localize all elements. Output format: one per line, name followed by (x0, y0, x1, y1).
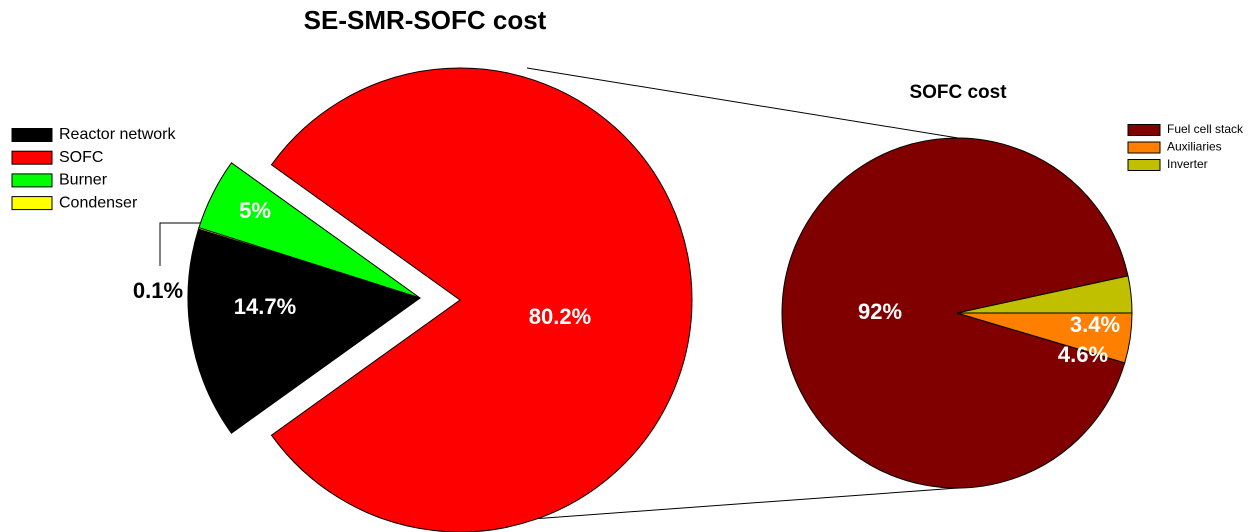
legend-swatch (1127, 159, 1161, 171)
legend-swatch (1127, 141, 1161, 154)
data-label: 14.7% (234, 294, 296, 319)
legend-swatch (11, 128, 53, 142)
data-label: 3.4% (1070, 312, 1120, 337)
legend-label: Burner (59, 172, 108, 189)
legend-label: Reactor network (59, 126, 176, 143)
data-label: 80.2% (529, 304, 591, 329)
data-label: 0.1% (133, 278, 183, 303)
legend-swatch (11, 150, 53, 165)
data-label: 4.6% (1058, 342, 1108, 367)
legend-label: SOFC (59, 149, 103, 166)
chart-title: SOFC cost (909, 82, 1007, 103)
legend-label: Condenser (59, 194, 138, 211)
pie-slice (270, 67, 693, 532)
connector-line (489, 487, 959, 523)
pie-slice (956, 275, 1133, 314)
data-label: 92% (858, 299, 902, 324)
pie-slice (197, 227, 421, 299)
chart-title: SE-SMR-SOFC cost (304, 5, 547, 35)
leader-line (159, 222, 212, 266)
data-label: 5% (239, 198, 271, 223)
connector-line (526, 67, 959, 139)
legend-label: Fuel cell stack (1167, 122, 1244, 136)
legend-swatch (11, 196, 53, 211)
legend-label: Inverter (1167, 157, 1208, 171)
legend-swatch (11, 173, 53, 188)
pie-slice (781, 137, 1129, 489)
legend-label: Auxiliaries (1167, 140, 1222, 154)
legend-swatch (1127, 124, 1161, 136)
